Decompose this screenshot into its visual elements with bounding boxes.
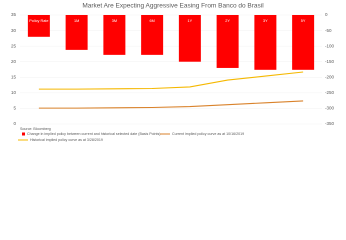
y-tick-label: 20 (11, 59, 17, 64)
bar (103, 15, 126, 55)
bar-category-label: 3M (112, 19, 117, 23)
legend-label: Change in implied policy between current… (27, 132, 160, 136)
bar (292, 15, 315, 70)
y2-tick-label: -50 (325, 28, 332, 33)
legend-label: Historical implied policy curve as at 3/… (30, 138, 103, 142)
chart: Market Are Expecting Aggressive Easing F… (11, 3, 335, 142)
bar-category-label: 1Y (188, 19, 193, 23)
y-tick-label: 10 (11, 90, 17, 95)
bar (27, 15, 50, 37)
y-tick-label: 35 (11, 12, 17, 17)
bar-category-label: 5Y (301, 19, 306, 23)
bar (178, 15, 201, 62)
y2-tick-label: -350 (325, 121, 335, 126)
bar (216, 15, 239, 68)
y2-tick-label: -150 (325, 59, 335, 64)
y2-tick-label: -250 (325, 90, 335, 95)
y-tick-label: 30 (11, 28, 17, 33)
bar-category-label: 3Y (263, 19, 268, 23)
chart-title: Market Are Expecting Aggressive Easing F… (82, 3, 264, 10)
bar (141, 15, 164, 55)
source-note: Source: Bloomberg (20, 127, 51, 131)
y-tick-label: 0 (13, 121, 16, 126)
y-tick-label: 5 (13, 106, 16, 111)
y2-tick-label: -200 (325, 74, 335, 79)
line-series (38, 71, 304, 90)
bar-category-label: Policy Rate (29, 19, 48, 23)
bar (65, 15, 88, 50)
line-series (38, 100, 304, 109)
bar-category-label: 2Y (225, 19, 230, 23)
bar-category-label: 1M (74, 19, 79, 23)
bar-category-label: 6M (149, 19, 154, 23)
y-tick-label: 25 (11, 43, 17, 48)
y-tick-label: 15 (11, 74, 17, 79)
y2-tick-label: -300 (325, 106, 335, 111)
legend-swatch (22, 132, 25, 136)
legend-label: Current implied policy curve as at 10/16… (172, 132, 244, 136)
y2-tick-label: -100 (325, 43, 335, 48)
bar (254, 15, 277, 70)
y2-tick-label: 0 (325, 12, 328, 17)
